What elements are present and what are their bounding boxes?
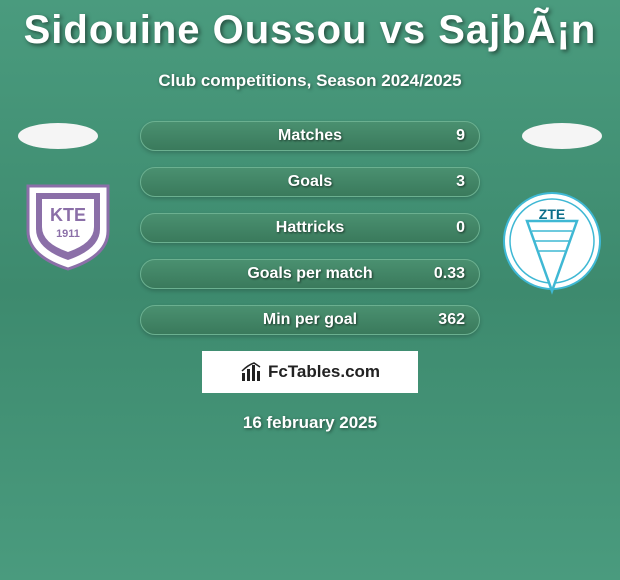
- stat-label: Hattricks: [276, 219, 344, 237]
- date-text: 16 february 2025: [0, 413, 620, 433]
- stat-label: Min per goal: [263, 311, 357, 329]
- brand-text: FcTables.com: [268, 362, 380, 382]
- chart-icon: [240, 361, 262, 383]
- stat-right-value: 0: [456, 219, 465, 237]
- svg-text:KTE: KTE: [50, 205, 86, 225]
- stats-list: Matches 9 Goals 3 Hattricks 0 Goals per …: [140, 121, 480, 335]
- left-player-silhouette: [18, 123, 98, 149]
- stat-row-goals-per-match: Goals per match 0.33: [140, 259, 480, 289]
- svg-text:ZTE: ZTE: [539, 206, 565, 222]
- svg-text:1911: 1911: [56, 228, 80, 240]
- left-team-logo: KTE 1911: [18, 181, 118, 271]
- stat-row-hattricks: Hattricks 0: [140, 213, 480, 243]
- kte-badge-icon: KTE 1911: [18, 181, 118, 271]
- stat-row-matches: Matches 9: [140, 121, 480, 151]
- stat-right-value: 9: [456, 127, 465, 145]
- stat-right-value: 362: [438, 311, 465, 329]
- page-title: Sidouine Oussou vs SajbÃ¡n: [0, 0, 620, 53]
- zte-badge-icon: ZTE: [502, 191, 602, 301]
- right-team-logo: ZTE: [502, 191, 602, 281]
- stat-right-value: 0.33: [434, 265, 465, 283]
- right-player-silhouette: [522, 123, 602, 149]
- brand-box[interactable]: FcTables.com: [202, 351, 418, 393]
- stat-label: Goals: [288, 173, 332, 191]
- stat-row-goals: Goals 3: [140, 167, 480, 197]
- stat-label: Matches: [278, 127, 342, 145]
- comparison-content: KTE 1911 ZTE Matches 9 Goals 3 Hattricks: [0, 121, 620, 433]
- stat-row-min-per-goal: Min per goal 362: [140, 305, 480, 335]
- stat-right-value: 3: [456, 173, 465, 191]
- subtitle: Club competitions, Season 2024/2025: [0, 71, 620, 91]
- stat-label: Goals per match: [247, 265, 372, 283]
